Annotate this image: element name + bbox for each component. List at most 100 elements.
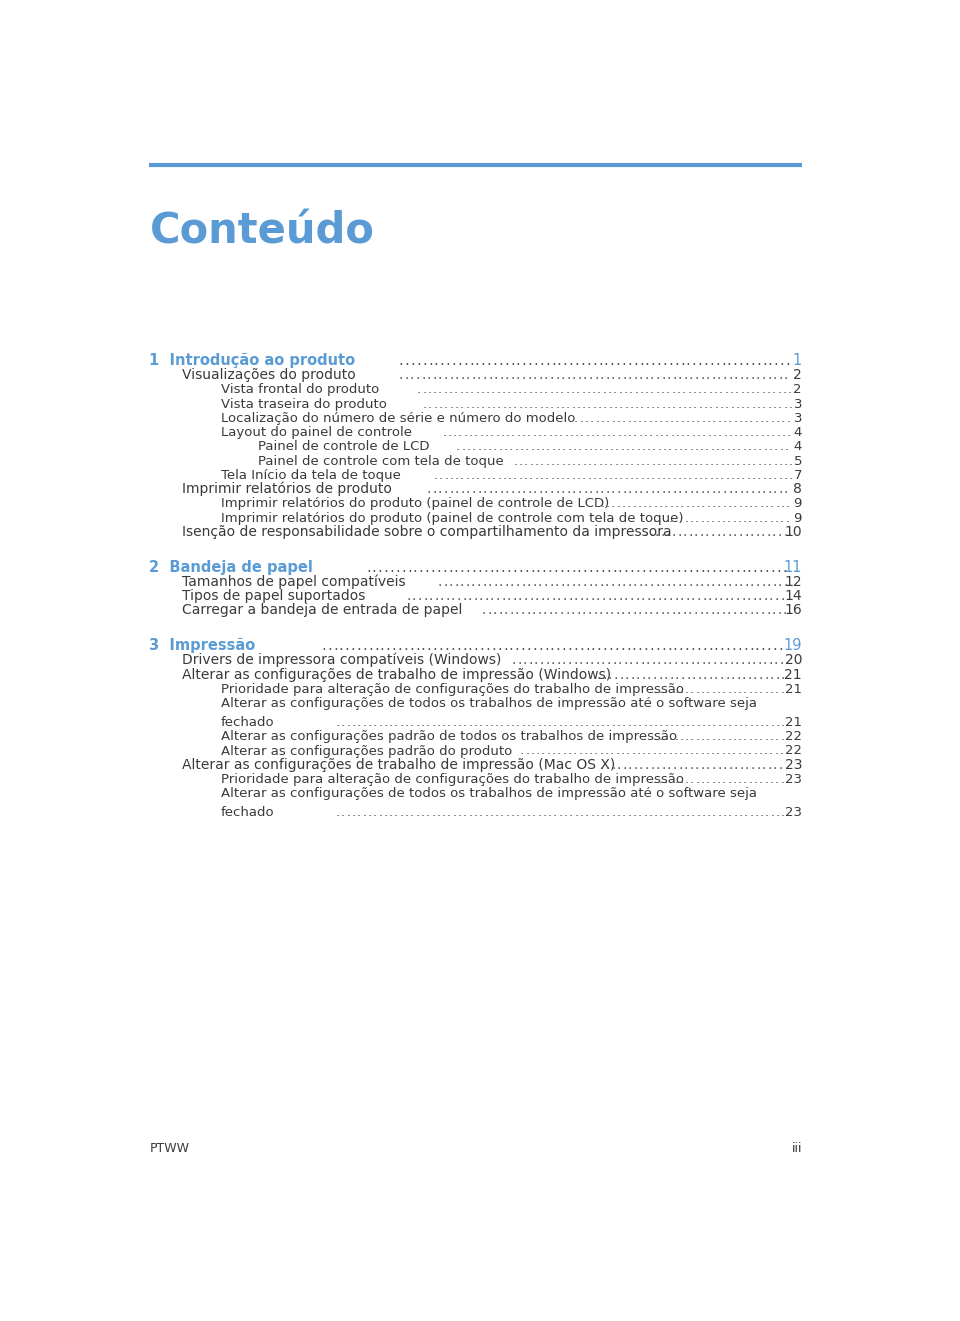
Text: .: . bbox=[606, 412, 610, 425]
Text: .: . bbox=[714, 398, 718, 411]
Text: .: . bbox=[493, 440, 497, 453]
Text: .: . bbox=[357, 716, 361, 729]
Text: .: . bbox=[529, 398, 533, 411]
Text: .: . bbox=[473, 638, 478, 653]
Text: .: . bbox=[544, 398, 549, 411]
Text: .: . bbox=[547, 560, 552, 575]
Text: .: . bbox=[341, 806, 346, 819]
Text: .: . bbox=[399, 716, 403, 729]
Text: .: . bbox=[542, 604, 547, 617]
Text: .: . bbox=[707, 716, 711, 729]
Text: .: . bbox=[735, 383, 739, 396]
Text: .: . bbox=[573, 654, 577, 667]
Text: .: . bbox=[699, 604, 704, 617]
Text: .: . bbox=[668, 511, 673, 524]
Text: .: . bbox=[666, 398, 671, 411]
Text: .: . bbox=[462, 638, 467, 653]
Text: .: . bbox=[691, 589, 695, 604]
Text: .: . bbox=[669, 667, 674, 682]
Text: 14: 14 bbox=[784, 589, 802, 604]
Text: .: . bbox=[613, 398, 617, 411]
Text: .: . bbox=[649, 806, 653, 819]
Text: .: . bbox=[562, 638, 566, 653]
Text: .: . bbox=[709, 398, 713, 411]
Text: .: . bbox=[706, 511, 709, 524]
Text: .: . bbox=[463, 353, 468, 367]
Text: .: . bbox=[728, 773, 732, 786]
Text: .: . bbox=[604, 454, 608, 468]
Text: .: . bbox=[588, 369, 593, 382]
Text: .: . bbox=[658, 440, 661, 453]
Text: .: . bbox=[504, 604, 508, 617]
Text: .: . bbox=[742, 667, 746, 682]
Text: .: . bbox=[669, 683, 673, 696]
Text: .: . bbox=[410, 716, 414, 729]
Text: .: . bbox=[615, 745, 619, 757]
Text: .: . bbox=[770, 412, 775, 425]
Text: .: . bbox=[727, 440, 731, 453]
Text: .: . bbox=[771, 716, 775, 729]
Text: .: . bbox=[755, 604, 759, 617]
Text: .: . bbox=[789, 469, 793, 482]
Text: .: . bbox=[607, 427, 611, 439]
Text: .: . bbox=[528, 654, 533, 667]
Text: .: . bbox=[512, 654, 516, 667]
Text: .: . bbox=[712, 427, 717, 439]
Text: .: . bbox=[787, 427, 791, 439]
Text: .: . bbox=[684, 482, 688, 497]
Text: .: . bbox=[661, 398, 665, 411]
Text: .: . bbox=[650, 482, 655, 497]
Text: .: . bbox=[783, 369, 788, 382]
Text: .: . bbox=[590, 589, 595, 604]
Text: .: . bbox=[609, 398, 612, 411]
Text: .: . bbox=[640, 654, 644, 667]
Text: 9: 9 bbox=[794, 497, 802, 510]
Text: .: . bbox=[566, 482, 570, 497]
Text: 11: 11 bbox=[783, 560, 802, 575]
Text: .: . bbox=[732, 497, 737, 510]
Text: .: . bbox=[383, 806, 388, 819]
Text: .: . bbox=[778, 604, 781, 617]
Text: .: . bbox=[593, 454, 597, 468]
Text: .: . bbox=[540, 469, 543, 482]
Text: .: . bbox=[529, 454, 534, 468]
Text: .: . bbox=[569, 427, 573, 439]
Text: .: . bbox=[737, 745, 741, 757]
Text: .: . bbox=[630, 469, 634, 482]
Text: .: . bbox=[576, 398, 581, 411]
Text: Layout do painel de controle: Layout do painel de controle bbox=[221, 427, 412, 439]
Text: .: . bbox=[560, 604, 564, 617]
Text: .: . bbox=[728, 524, 732, 539]
Text: .: . bbox=[736, 667, 740, 682]
Text: .: . bbox=[662, 654, 666, 667]
Text: .: . bbox=[606, 560, 611, 575]
Text: .: . bbox=[743, 497, 748, 510]
Text: .: . bbox=[769, 745, 773, 757]
Text: .: . bbox=[555, 369, 560, 382]
Text: .: . bbox=[499, 369, 504, 382]
Text: .: . bbox=[656, 638, 660, 653]
Text: .: . bbox=[535, 589, 539, 604]
Text: .: . bbox=[535, 469, 539, 482]
Text: .: . bbox=[755, 412, 758, 425]
Text: .: . bbox=[730, 383, 733, 396]
Text: .: . bbox=[634, 482, 637, 497]
Text: .: . bbox=[735, 469, 740, 482]
Text: .: . bbox=[575, 427, 579, 439]
Text: .: . bbox=[674, 731, 679, 744]
Text: .: . bbox=[654, 412, 658, 425]
Text: .: . bbox=[594, 369, 598, 382]
Text: .: . bbox=[510, 575, 515, 589]
Text: .: . bbox=[486, 383, 490, 396]
Text: .: . bbox=[564, 427, 568, 439]
Text: .: . bbox=[505, 716, 510, 729]
Text: .: . bbox=[762, 454, 767, 468]
Text: .: . bbox=[546, 745, 550, 757]
Text: .: . bbox=[715, 454, 719, 468]
Text: .: . bbox=[443, 575, 447, 589]
Text: .: . bbox=[432, 369, 437, 382]
Text: .: . bbox=[744, 427, 749, 439]
Text: 10: 10 bbox=[784, 524, 802, 539]
Text: .: . bbox=[368, 716, 372, 729]
Text: .: . bbox=[640, 454, 645, 468]
